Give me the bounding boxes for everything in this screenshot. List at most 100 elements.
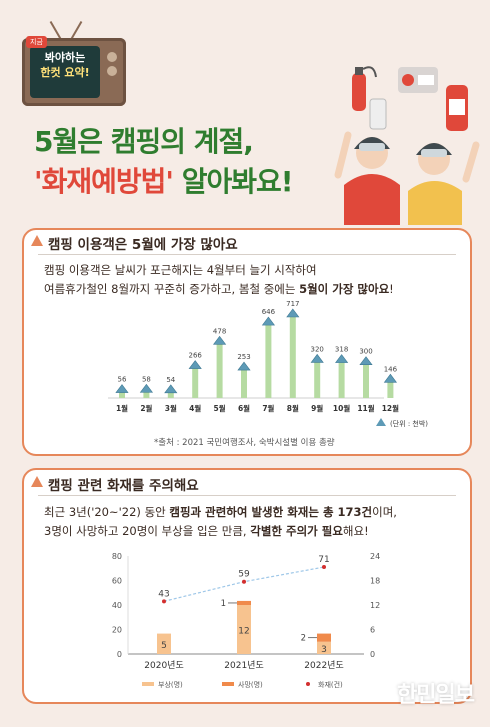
title-rest: 알아봐요! — [172, 165, 294, 198]
right-tick-label: 12 — [370, 601, 380, 610]
campers-illustration — [334, 66, 480, 225]
section1-card — [22, 228, 472, 456]
tick-label: 12월 — [382, 403, 399, 413]
tv-knobs — [104, 48, 120, 98]
category-label: 2021년도 — [224, 660, 263, 671]
left-tick-label: 20 — [112, 626, 122, 635]
data-label: 253 — [237, 353, 250, 361]
data-label: 717 — [286, 300, 299, 308]
section1-desc-line2: 여름휴가철인 8월까지 꾸준히 증가하고, 봄철 중에는 5월이 가장 많아요! — [44, 280, 394, 299]
page-title-line2: '화재예방법' 알아봐요! — [34, 160, 294, 200]
tent-icon — [213, 335, 227, 345]
right-tick-label: 0 — [370, 650, 375, 659]
tick-label: 7월 — [262, 403, 274, 413]
tick-label: 9월 — [311, 403, 323, 413]
desc-plain: 여름휴가철인 8월까지 꾸준히 증가하고, 봄철 중에는 — [44, 282, 300, 296]
tent-icon — [188, 360, 202, 369]
tick-label: 5월 — [214, 403, 226, 413]
fire-point — [322, 565, 326, 570]
tent-icon — [164, 384, 178, 394]
tent-icon — [310, 353, 324, 363]
data-label: 54 — [166, 376, 175, 384]
heater-icon — [369, 98, 387, 130]
section2-desc-line2: 3명이 사망하고 20명이 부상을 입은 만큼, 각별한 주의가 필요해요! — [44, 522, 369, 541]
bar-mark — [167, 391, 174, 398]
data-label: 56 — [118, 376, 127, 384]
tent-icon — [115, 384, 129, 393]
bar-mark — [314, 361, 321, 398]
bar-mark — [265, 324, 272, 398]
camper-left-icon — [334, 131, 400, 225]
title-quote: '화재예방법' — [34, 165, 174, 198]
right-tick-label: 6 — [370, 626, 375, 635]
tick-label: 11월 — [357, 403, 374, 413]
data-label: 300 — [359, 348, 372, 356]
left-tick-label: 40 — [112, 601, 122, 610]
tick-label: 10월 — [333, 403, 350, 413]
monthly-campers-chart: 56 1월 58 2월 54 3월 266 4월 478 5월 253 6월 646 7월 717 8월 320… — [108, 300, 428, 428]
desc-c: 이며, — [372, 505, 397, 519]
tick-label: 1월 — [116, 403, 128, 413]
section2-card — [22, 468, 472, 704]
tent-icon — [383, 373, 397, 383]
badge-tag: 지금 — [26, 36, 47, 48]
tent-icon — [359, 356, 373, 365]
tent-icon — [31, 235, 43, 246]
category-label: 2020년도 — [144, 660, 183, 671]
camping-fire-chart: 0 20 40 60 80 0 6 12 18 24 5 2020년도 12 1 2021년도 3 2 2022년… — [112, 552, 380, 689]
source-note: *출처 : 2021 국민여행조사, 숙박시설별 이용 총량 — [154, 438, 335, 448]
right-tick-label: 18 — [370, 577, 380, 586]
data-label: 646 — [262, 308, 276, 316]
bar-mark — [143, 391, 150, 398]
legend-label: 사망(명) — [238, 680, 263, 689]
bar-mark — [192, 367, 199, 398]
tv-screen: 봐야하는 한컷 요약! — [30, 46, 100, 98]
legend-label: 부상(명) — [158, 680, 183, 689]
data-label: 320 — [311, 345, 324, 353]
fire-point — [242, 579, 246, 584]
bar-mark — [119, 391, 125, 398]
death-label: 2 — [301, 634, 306, 644]
desc-a: 3명이 사망하고 20명이 부상을 입은 만큼, — [44, 524, 251, 538]
section1-heading: 캠핑 이용객은 5월에 가장 많아요 — [48, 237, 238, 253]
fire-label: 43 — [158, 589, 169, 599]
desc-b: 캠핑과 관련하여 발생한 화재는 총 173건 — [169, 505, 373, 519]
fire-point — [162, 599, 166, 604]
legend-swatch — [142, 682, 154, 686]
left-tick-label: 0 — [117, 650, 122, 659]
fire-label: 59 — [238, 570, 250, 580]
radio-icon — [398, 67, 438, 93]
injury-bar — [317, 641, 331, 654]
tent-icon — [261, 316, 275, 326]
badge-line1: 봐야하는 — [44, 51, 86, 64]
bar-mark — [289, 316, 296, 398]
bar-mark — [363, 363, 369, 398]
fire-label: 71 — [318, 555, 329, 565]
tent-icon — [237, 361, 251, 371]
death-label: 1 — [221, 599, 226, 609]
fire-extinguisher-icon — [352, 66, 377, 111]
bar-mark — [338, 361, 345, 398]
tent-icon — [335, 354, 349, 363]
tv-knob-icon — [107, 52, 117, 62]
data-label: 318 — [335, 346, 348, 354]
section2-heading: 캠핑 관련 화재를 주의해요 — [48, 478, 199, 494]
category-label: 2022년도 — [304, 660, 343, 671]
unit-label: (단위 : 천박) — [390, 419, 428, 428]
injury-bar — [237, 605, 251, 654]
page-title-line1: 5월은 캠핑의 계절, — [34, 125, 254, 158]
injury-label: 12 — [238, 627, 249, 637]
tick-label: 8월 — [287, 403, 299, 413]
desc-a: 최근 3년('20~'22) 동안 — [44, 505, 170, 519]
death-bar — [317, 633, 331, 642]
data-label: 478 — [213, 327, 226, 335]
tv-knob-icon — [107, 66, 117, 76]
bar-mark — [387, 381, 394, 398]
badge-line2: 한컷 요약! — [40, 66, 90, 79]
watermark: 한민일보 — [397, 683, 475, 708]
tick-label: 6월 — [238, 403, 250, 413]
section1-desc-line1: 캠핑 이용객은 날씨가 포근해지는 4월부터 늘기 시작하여 — [44, 263, 317, 277]
data-label: 58 — [142, 375, 151, 383]
bar-mark — [241, 369, 247, 398]
tick-label: 4월 — [189, 403, 201, 413]
